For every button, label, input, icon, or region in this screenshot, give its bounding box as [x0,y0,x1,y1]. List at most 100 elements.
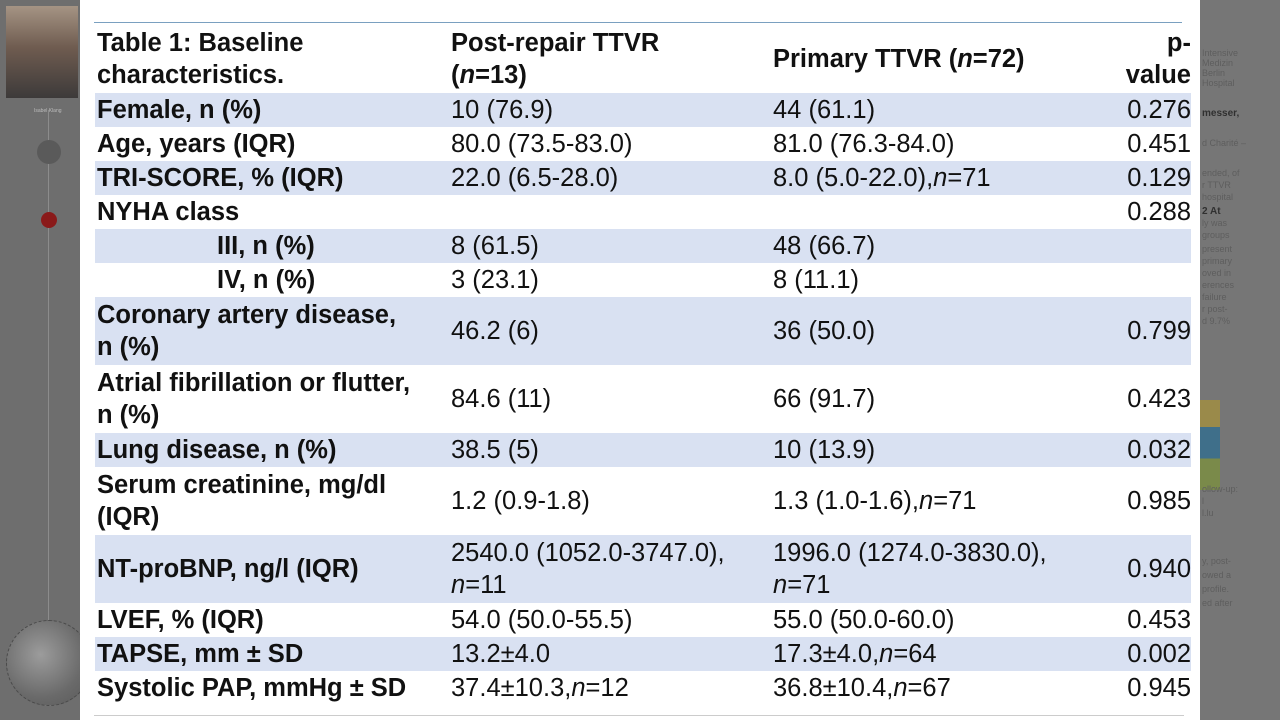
timeline-node [37,140,61,164]
p-value: 0.423 [1095,365,1191,433]
post-repair-text: 10 (76.9) [451,96,554,124]
primary-value: 17.3±4.0, n =64 [773,637,1103,671]
row-label-text: Lung disease, n (%) [97,436,337,464]
row-label: Coronary artery disease, n (%) [97,297,447,365]
row-label: Systolic PAP, mmHg ± SD [97,671,447,705]
n-count: =71 [933,487,977,515]
post-repair-text: 38.5 (5) [451,436,539,464]
row-label: LVEF, % (IQR) [97,603,447,637]
background-left-panel: Isabel Klang [0,0,92,720]
row-label-text: IV, n (%) [217,266,316,294]
primary-value [773,195,1103,229]
table-body: Female, n (%) 10 (76.9) 44 (61.1) 0.276 Age,… [95,93,1191,705]
p-value: 0.032 [1095,433,1191,467]
post-repair-value [451,195,771,229]
background-text-fragment: r TTVR [1202,180,1231,190]
background-text-fragment: Hospital [1202,78,1235,88]
n-italic: n [893,674,908,702]
row-label-line1: Serum creatinine, mg/dl [97,471,387,499]
p-value [1095,229,1191,263]
header-p-line1: p- [1166,29,1191,57]
primary-value: 44 (61.1) [773,93,1103,127]
bottom-rule [94,715,1184,716]
table-row: Serum creatinine, mg/dl (IQR) 1.2 (0.9-1.8… [95,467,1191,535]
table-row: IV, n (%) 3 (23.1) 8 (11.1) [95,263,1191,297]
row-label: Female, n (%) [97,93,447,127]
n-italic: n [933,164,948,192]
background-bar-graphic [1200,400,1220,490]
primary-text: 36 (50.0) [773,317,876,345]
post-repair-value: 54.0 (50.0-55.5) [451,603,771,637]
table-row: Female, n (%) 10 (76.9) 44 (61.1) 0.276 [95,93,1191,127]
primary-value: 8.0 (5.0-22.0), n =71 [773,161,1103,195]
primary-text: 36.8±10.4, [773,674,894,702]
p-value: 0.453 [1095,603,1191,637]
background-right-panel [1200,0,1280,720]
post-repair-value: 2540.0 (1052.0-3747.0), n=11 [451,535,771,603]
header-title-line2: characteristics. [97,61,285,89]
primary-text: 55.0 (50.0-60.0) [773,606,955,634]
row-label-text: Female, n (%) [97,96,262,124]
post-repair-line2: n=11 [451,569,507,601]
header-primary: Primary TTVR (n =72) [773,25,1103,93]
primary-line1: 1996.0 (1274.0-3830.0), [773,539,1047,567]
background-text-fragment: groups [1202,230,1230,240]
primary-text: 17.3±4.0, [773,640,880,668]
table-header-row: Table 1: Baseline characteristics. Post-… [95,25,1191,93]
row-label: Serum creatinine, mg/dl (IQR) [97,467,447,535]
row-label-text: TRI-SCORE, % (IQR) [97,164,344,192]
timeline-node-red [41,212,57,228]
p-value-text: 0.276 [1127,96,1191,124]
background-text-fragment: erences [1202,280,1235,290]
row-label-line2: n (%) [97,333,160,361]
background-text-fragment: owed a [1202,570,1232,580]
post-repair-text: 13.2±4.0 [451,640,551,668]
row-label-line1: Atrial fibrillation or flutter, [97,369,411,397]
background-text-fragment: Medizin [1202,58,1234,68]
row-label: TRI-SCORE, % (IQR) [97,161,447,195]
background-text-fragment: primary [1202,256,1233,266]
row-label: Atrial fibrillation or flutter, n (%) [97,365,447,433]
header-title-line1: Table 1: Baseline [97,29,304,57]
table-row: TAPSE, mm ± SD 13.2±4.0 17.3±4.0, n =64 0.00… [95,637,1191,671]
row-label-text: NT-proBNP, ng/l (IQR) [97,555,359,583]
primary-text: 81.0 (76.3-84.0) [773,130,955,158]
globe-graphic [6,620,92,706]
post-repair-value: 46.2 (6) [451,297,771,365]
primary-value: 81.0 (76.3-84.0) [773,127,1103,161]
p-value: 0.002 [1095,637,1191,671]
row-label-line1: Coronary artery disease, [97,301,397,329]
table-row: Atrial fibrillation or flutter, n (%) 84.6… [95,365,1191,433]
background-text-fragment: r post- [1202,304,1228,314]
header-p-value: p- value [1095,25,1191,93]
table-row: LVEF, % (IQR) 54.0 (50.0-55.5) 55.0 (50.0-… [95,603,1191,637]
header-primary-text: Primary TTVR ( [773,45,958,73]
row-label-text: NYHA class [97,198,240,226]
baseline-table: Table 1: Baseline characteristics. Post-… [95,25,1191,705]
p-value: 0.129 [1095,161,1191,195]
table-row: NT-proBNP, ng/l (IQR) 2540.0 (1052.0-3747… [95,535,1191,603]
n-count: =12 [585,674,629,702]
table-row: Age, years (IQR) 80.0 (73.5-83.0) 81.0 (76… [95,127,1191,161]
row-label-text: Systolic PAP, mmHg ± SD [97,674,407,702]
p-value: 0.799 [1095,297,1191,365]
primary-text: 44 (61.1) [773,96,876,124]
primary-value: 1996.0 (1274.0-3830.0), n=71 [773,535,1103,603]
background-text-fragment: ly was [1202,218,1228,228]
post-repair-value: 1.2 (0.9-1.8) [451,467,771,535]
post-repair-value: 13.2±4.0 [451,637,771,671]
n-italic: n [919,487,934,515]
p-value: 0.288 [1095,195,1191,229]
row-label-text: LVEF, % (IQR) [97,606,264,634]
row-gap [1095,263,1191,297]
row-label-line2: (IQR) [97,503,160,531]
timeline-line [48,110,49,670]
primary-text: 8.0 (5.0-22.0), [773,164,934,192]
table-row: Lung disease, n (%) 38.5 (5) 10 (13.9) 0.03… [95,433,1191,467]
primary-text: 48 (66.7) [773,232,876,260]
background-text-fragment: failure [1202,292,1227,302]
post-repair-text: 22.0 (6.5-28.0) [451,164,619,192]
p-value-text: 0.288 [1127,198,1191,226]
table-row: Systolic PAP, mmHg ± SD 37.4±10.3, n =12 36… [95,671,1191,705]
table-row: Coronary artery disease, n (%) 46.2 (6) 36 … [95,297,1191,365]
